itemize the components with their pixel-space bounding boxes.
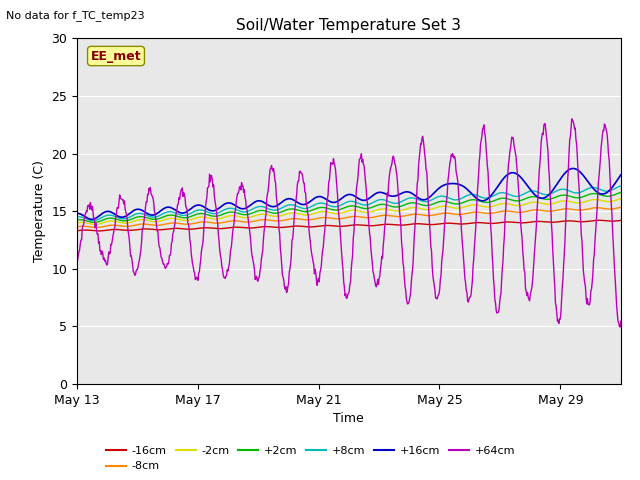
-2cm [73, 220, 81, 226]
-2cm [404, 205, 412, 211]
Text: No data for f_TC_temp23: No data for f_TC_temp23 [6, 10, 145, 21]
+64cm [616, 324, 624, 330]
+16cm [88, 216, 95, 222]
+16cm [404, 189, 412, 195]
-8cm [107, 222, 115, 228]
-8cm [617, 204, 625, 210]
+16cm [390, 193, 397, 199]
-2cm [486, 204, 494, 210]
+64cm [73, 255, 81, 261]
+2cm [404, 201, 412, 206]
+64cm [389, 155, 397, 160]
-2cm [420, 206, 428, 212]
+8cm [617, 183, 625, 189]
-8cm [73, 224, 81, 230]
-16cm [617, 217, 625, 223]
Line: +16cm: +16cm [77, 168, 621, 219]
-16cm [420, 221, 428, 227]
Line: +2cm: +2cm [77, 192, 621, 222]
-16cm [542, 219, 550, 225]
+2cm [73, 217, 81, 223]
Line: +64cm: +64cm [77, 119, 621, 327]
+8cm [90, 218, 97, 224]
+8cm [420, 199, 428, 204]
Title: Soil/Water Temperature Set 3: Soil/Water Temperature Set 3 [236, 18, 461, 33]
Y-axis label: Temperature (C): Temperature (C) [33, 160, 45, 262]
+16cm [617, 172, 625, 178]
+64cm [486, 193, 493, 199]
+2cm [617, 190, 625, 195]
Text: EE_met: EE_met [91, 49, 141, 62]
-16cm [107, 227, 115, 233]
+64cm [419, 138, 427, 144]
+8cm [73, 214, 81, 220]
-8cm [420, 212, 428, 218]
-8cm [390, 214, 397, 219]
Line: -16cm: -16cm [77, 220, 621, 231]
+2cm [90, 219, 98, 225]
-2cm [617, 196, 625, 202]
X-axis label: Time: Time [333, 412, 364, 425]
+8cm [404, 196, 412, 202]
Line: -8cm: -8cm [77, 207, 621, 228]
+2cm [390, 204, 397, 210]
-16cm [486, 220, 494, 226]
+8cm [107, 212, 115, 218]
+64cm [617, 318, 625, 324]
+64cm [403, 300, 411, 305]
-2cm [92, 222, 99, 228]
+16cm [420, 197, 428, 203]
+16cm [486, 194, 494, 200]
-8cm [404, 212, 412, 218]
+2cm [486, 199, 494, 205]
+2cm [542, 196, 550, 202]
-2cm [390, 208, 397, 214]
Legend: -16cm, -8cm, -2cm, +2cm, +8cm, +16cm, +64cm: -16cm, -8cm, -2cm, +2cm, +8cm, +16cm, +6… [102, 442, 520, 476]
+64cm [106, 250, 114, 256]
+64cm [568, 116, 575, 122]
-16cm [95, 228, 102, 234]
+16cm [107, 209, 115, 215]
-2cm [107, 218, 115, 224]
Line: -2cm: -2cm [77, 199, 621, 225]
+8cm [486, 194, 494, 200]
+8cm [542, 192, 550, 198]
+64cm [541, 121, 549, 127]
-16cm [390, 222, 397, 228]
+2cm [107, 215, 115, 221]
Line: +8cm: +8cm [77, 186, 621, 221]
+2cm [420, 203, 428, 208]
+16cm [570, 166, 577, 171]
-8cm [92, 225, 100, 230]
-16cm [73, 228, 81, 234]
+8cm [390, 200, 397, 206]
-2cm [542, 201, 550, 207]
-8cm [542, 208, 550, 214]
-16cm [595, 217, 603, 223]
+16cm [542, 194, 550, 200]
-16cm [404, 222, 412, 228]
-8cm [486, 211, 494, 216]
+16cm [73, 211, 81, 216]
